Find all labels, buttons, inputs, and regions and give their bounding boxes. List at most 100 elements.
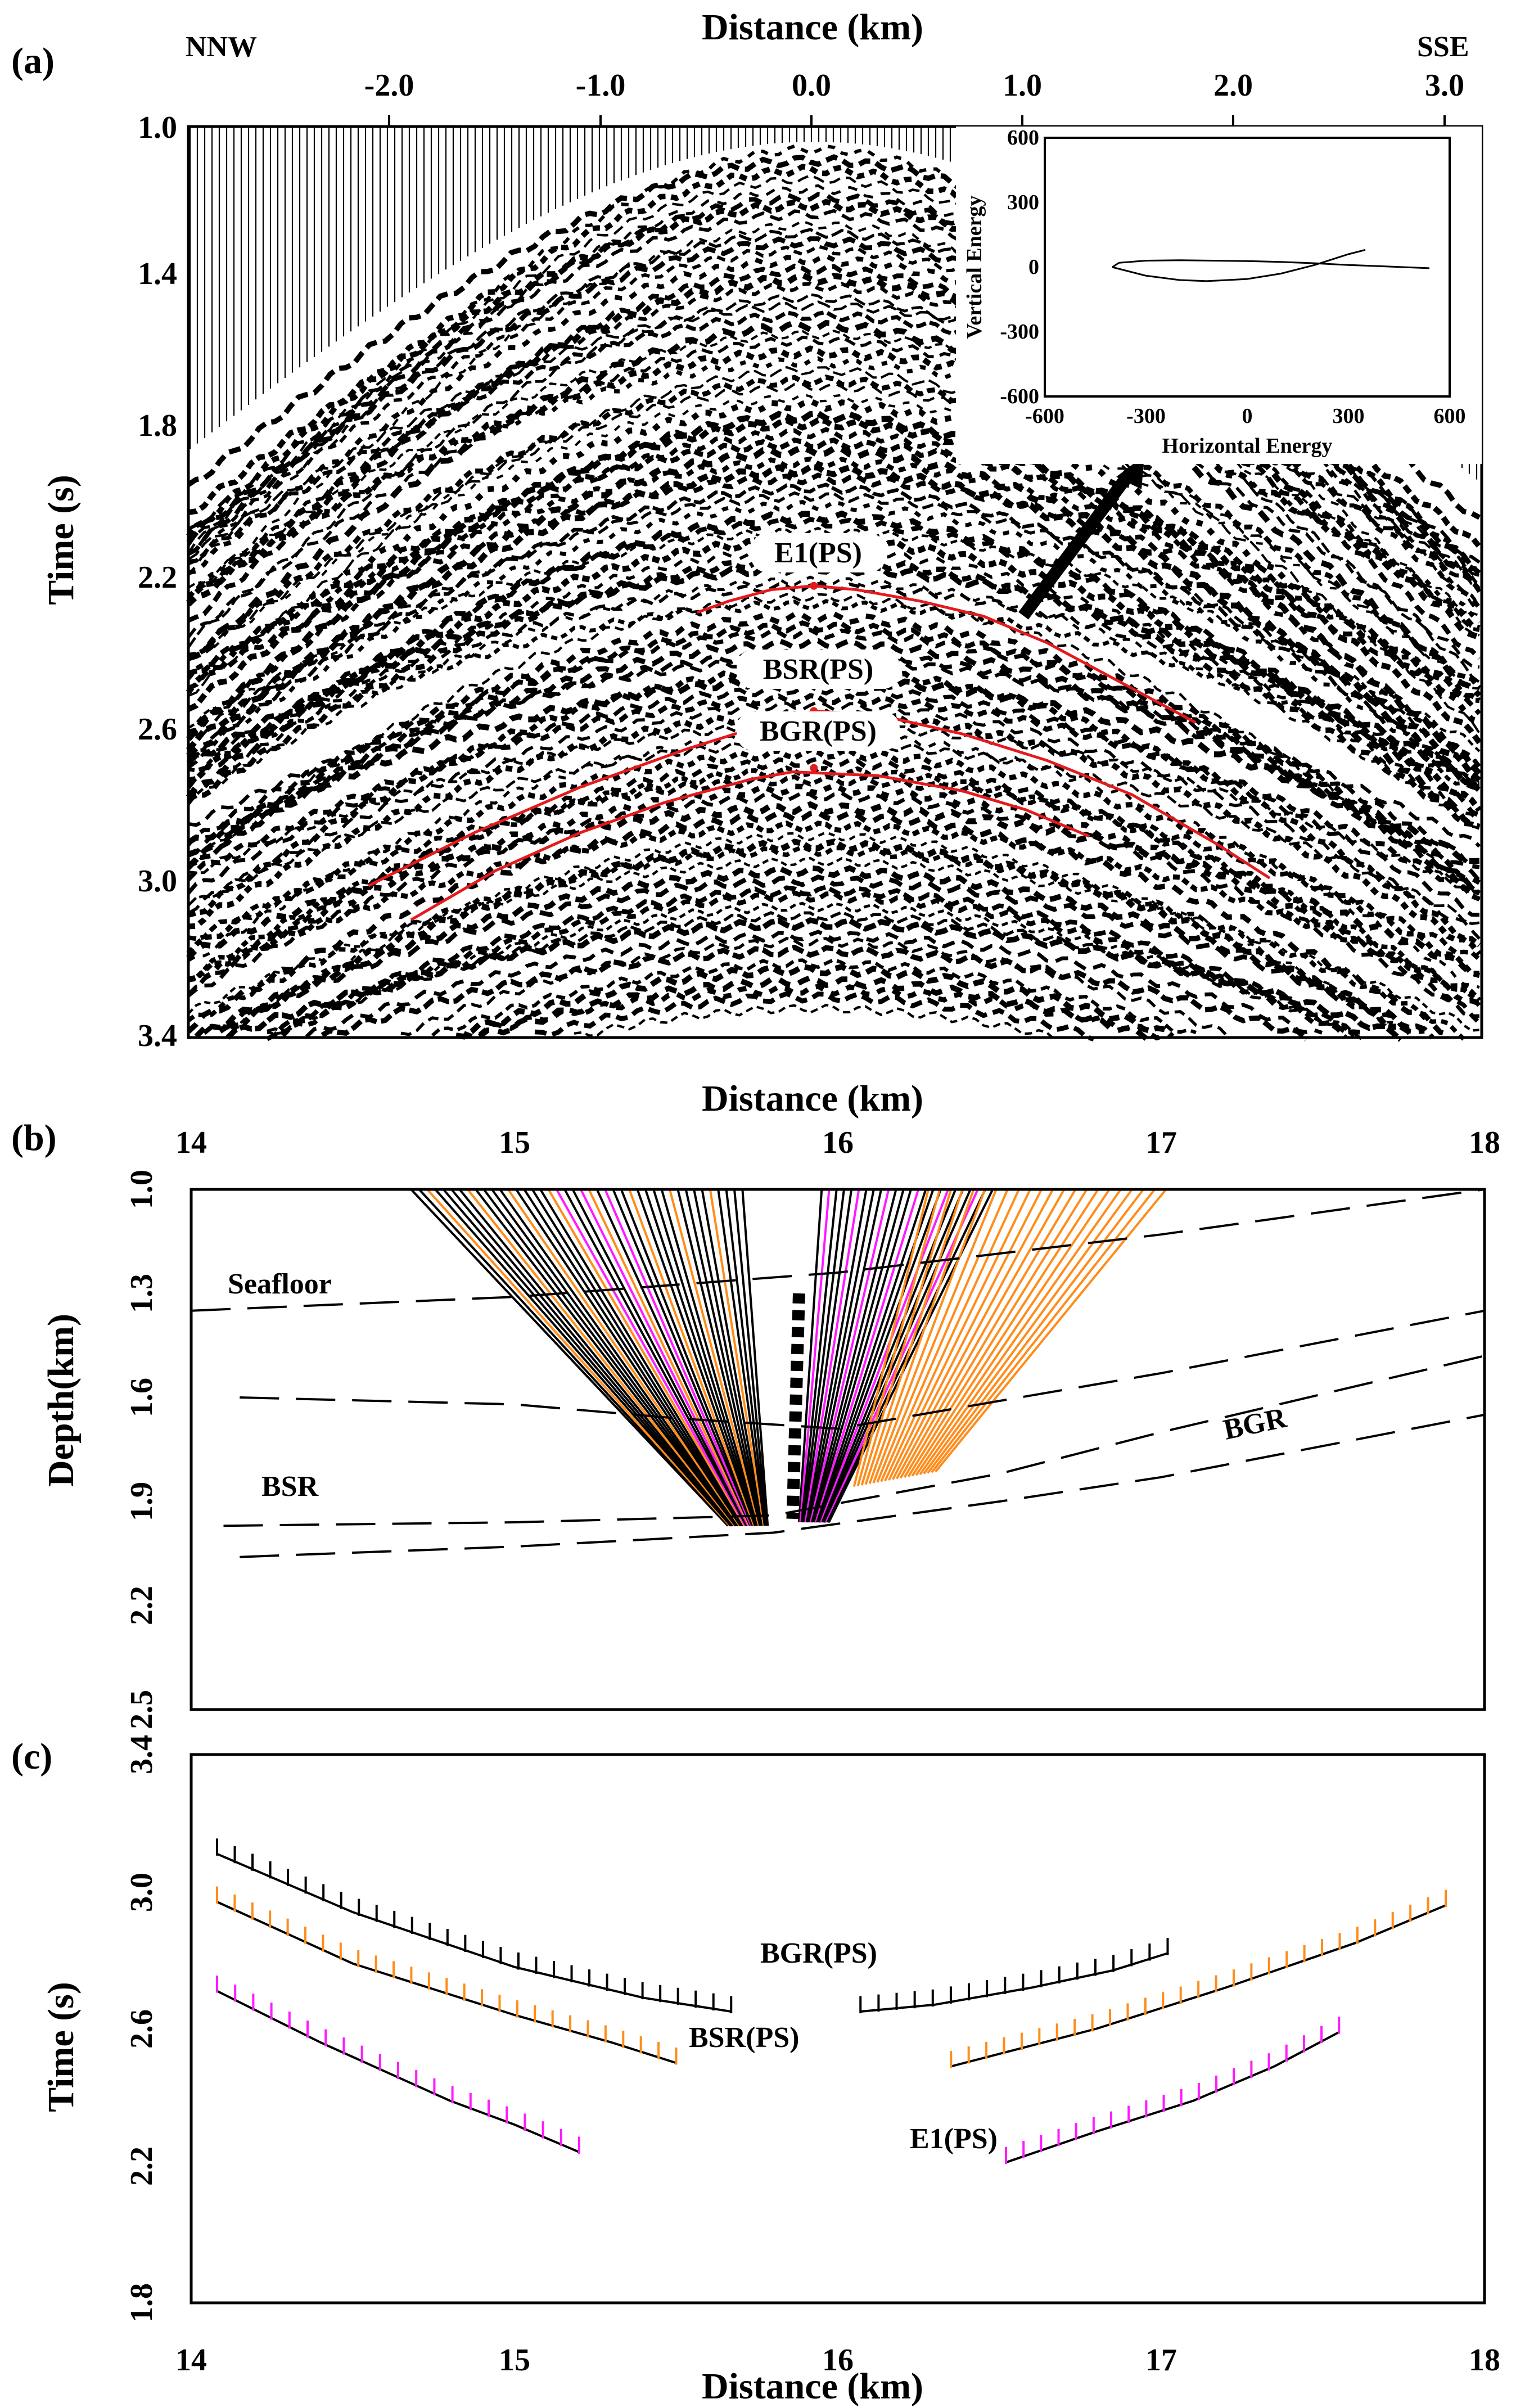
seismic-event-band bbox=[186, 801, 1480, 977]
seismic-event-band bbox=[188, 427, 1482, 769]
panel-c-xtick-label: 14 bbox=[175, 2343, 207, 2378]
seismic-event-band bbox=[188, 366, 1481, 734]
panel-b-xtick-label: 18 bbox=[1469, 1125, 1500, 1160]
ray-path bbox=[864, 1189, 964, 1485]
panel-a-ytick-label: 1.0 bbox=[138, 110, 177, 145]
pick-curve bbox=[697, 584, 1197, 724]
seismic-event-band bbox=[400, 936, 1229, 1038]
seismic-event-band bbox=[188, 491, 1481, 766]
seismic-event-band bbox=[187, 575, 1480, 830]
seismic-event-band bbox=[187, 319, 1482, 698]
ray-path bbox=[717, 1189, 766, 1526]
horizon-line bbox=[240, 1309, 1485, 1430]
inset-ytick-label: 300 bbox=[1007, 191, 1039, 214]
ray-path bbox=[799, 1189, 831, 1523]
ray-path bbox=[852, 1189, 930, 1487]
ray-path bbox=[816, 1189, 927, 1523]
horizon-line bbox=[223, 1355, 1485, 1527]
ray-path bbox=[467, 1188, 736, 1527]
panel-a-xtick-label: -1.0 bbox=[576, 68, 626, 103]
seismic-event-band bbox=[455, 963, 1175, 1040]
seismic-event-band bbox=[187, 437, 1481, 703]
ray-path bbox=[507, 1188, 741, 1527]
seismic-event-band bbox=[187, 154, 1481, 520]
panel-b-yticks: 1.0 1.3 1.6 1.9 2.2 2.5 bbox=[124, 1170, 159, 1729]
ray-path bbox=[701, 1189, 764, 1526]
ray-path bbox=[612, 1189, 754, 1526]
panel-b: (b) Distance (km) Depth(km) 14 15 16 17 … bbox=[11, 1078, 1500, 1729]
ray-path bbox=[801, 1189, 845, 1523]
panel-c-xtick-label: 17 bbox=[1145, 2343, 1177, 2378]
panel-b-label-seafloor: Seafloor bbox=[228, 1268, 332, 1300]
ray-path bbox=[418, 1188, 730, 1527]
ray-path bbox=[803, 1189, 853, 1523]
ray-path bbox=[812, 1189, 905, 1523]
panel-c-xtick-label: 16 bbox=[822, 2343, 854, 2378]
seismic-event-band bbox=[187, 356, 1481, 624]
inset-ticks: 600 300 0 -300 -600 -600 -300 0 300 600 bbox=[1000, 126, 1465, 428]
panel-b-ytick-label: 1.9 bbox=[124, 1482, 159, 1521]
seismic-event-band bbox=[187, 499, 1480, 787]
panel-c-ytick-label: 2.6 bbox=[124, 2009, 159, 2049]
particle-motion-curve bbox=[1112, 249, 1366, 282]
e1-label-bg bbox=[751, 533, 886, 572]
panel-a-xticks: -2.0 -1.0 0.0 1.0 2.0 3.0 bbox=[364, 68, 1464, 127]
ray-path bbox=[410, 1188, 729, 1527]
inset-xtick-label: 300 bbox=[1333, 404, 1365, 428]
ray-path bbox=[895, 1189, 1054, 1480]
ray-path bbox=[725, 1189, 767, 1526]
ray-path bbox=[693, 1189, 763, 1526]
ray-path bbox=[588, 1189, 751, 1527]
ray-path bbox=[923, 1188, 1133, 1474]
bsr-label-bg bbox=[737, 650, 900, 689]
ray-convergence-marker bbox=[786, 1293, 805, 1519]
ray-path bbox=[814, 1189, 920, 1523]
ray-path bbox=[876, 1189, 998, 1483]
ray-path bbox=[824, 1189, 972, 1523]
bgr-label-bg bbox=[737, 711, 900, 751]
panel-a-left-direction: NNW bbox=[186, 31, 257, 63]
ray-path bbox=[798, 1189, 823, 1523]
panel-c-frame bbox=[190, 1753, 1486, 2305]
seismic-event-band bbox=[225, 917, 1403, 1042]
inset-particle-motion bbox=[1112, 249, 1430, 282]
inset-ytick-label: -600 bbox=[1000, 385, 1039, 408]
panel-b-xtick-label: 15 bbox=[499, 1125, 530, 1160]
ray-path bbox=[556, 1189, 747, 1527]
seismic-event-band bbox=[187, 790, 1480, 1018]
seismic-event-band bbox=[188, 545, 1481, 824]
ray-path bbox=[872, 1189, 986, 1483]
panel-a-xtick-label: 2.0 bbox=[1213, 68, 1253, 103]
seismic-event-band bbox=[188, 534, 1482, 813]
ray-path bbox=[880, 1189, 1009, 1482]
ray-path bbox=[813, 1189, 912, 1523]
panel-a-ylabel: Time (s) bbox=[40, 475, 82, 605]
seismic-event-band bbox=[187, 472, 1482, 715]
panel-c-xticks: 14 15 16 17 18 bbox=[175, 2343, 1500, 2378]
ray-path bbox=[856, 1189, 941, 1486]
inset-ytick-label: -300 bbox=[1000, 320, 1039, 344]
inset-xlabel: Horizontal Energy bbox=[1162, 434, 1333, 458]
ray-path bbox=[733, 1189, 768, 1526]
seismic-event-band bbox=[186, 236, 1481, 575]
travel-time-curve bbox=[216, 1852, 732, 2013]
seismic-event-band bbox=[188, 774, 1481, 961]
panel-a-xtick-label: 1.0 bbox=[1003, 68, 1042, 103]
ray-path bbox=[915, 1188, 1111, 1476]
ray-path bbox=[888, 1189, 1031, 1481]
panel-a-frame bbox=[187, 125, 1483, 1039]
seismic-event-band bbox=[534, 991, 1095, 1041]
seismic-event-band bbox=[186, 693, 1481, 901]
ray-path bbox=[927, 1188, 1144, 1474]
ray-path bbox=[899, 1189, 1066, 1479]
particle-motion-curve bbox=[1112, 259, 1430, 269]
panel-a-right-direction: SSE bbox=[1417, 31, 1469, 63]
inset-xtick-label: -300 bbox=[1126, 404, 1166, 428]
seismic-event-band bbox=[188, 599, 1481, 793]
ray-path bbox=[499, 1188, 740, 1527]
panel-a: (a) Distance (km) NNW SSE Time (s) -2.0 … bbox=[11, 7, 1483, 1053]
ray-path bbox=[811, 1189, 897, 1523]
seismic-event-band bbox=[186, 620, 1480, 895]
ray-path bbox=[818, 1189, 942, 1523]
seismic-event-band bbox=[187, 844, 1465, 1041]
